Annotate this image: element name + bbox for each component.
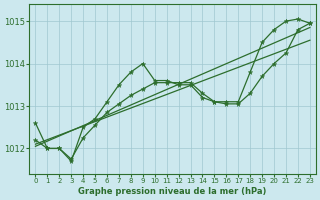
X-axis label: Graphe pression niveau de la mer (hPa): Graphe pression niveau de la mer (hPa)	[78, 187, 267, 196]
